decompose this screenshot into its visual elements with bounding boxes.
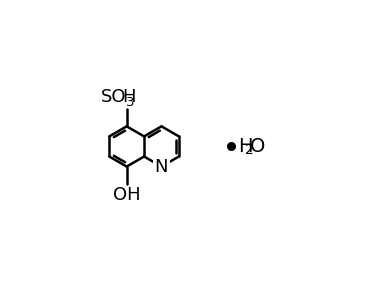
Text: O: O	[250, 137, 265, 156]
Text: 3: 3	[126, 96, 134, 109]
Text: H: H	[238, 137, 252, 156]
Text: N: N	[155, 157, 168, 175]
Text: OH: OH	[113, 186, 141, 204]
Text: H: H	[122, 88, 136, 106]
Text: 2: 2	[245, 143, 253, 157]
Text: SO: SO	[101, 88, 126, 106]
